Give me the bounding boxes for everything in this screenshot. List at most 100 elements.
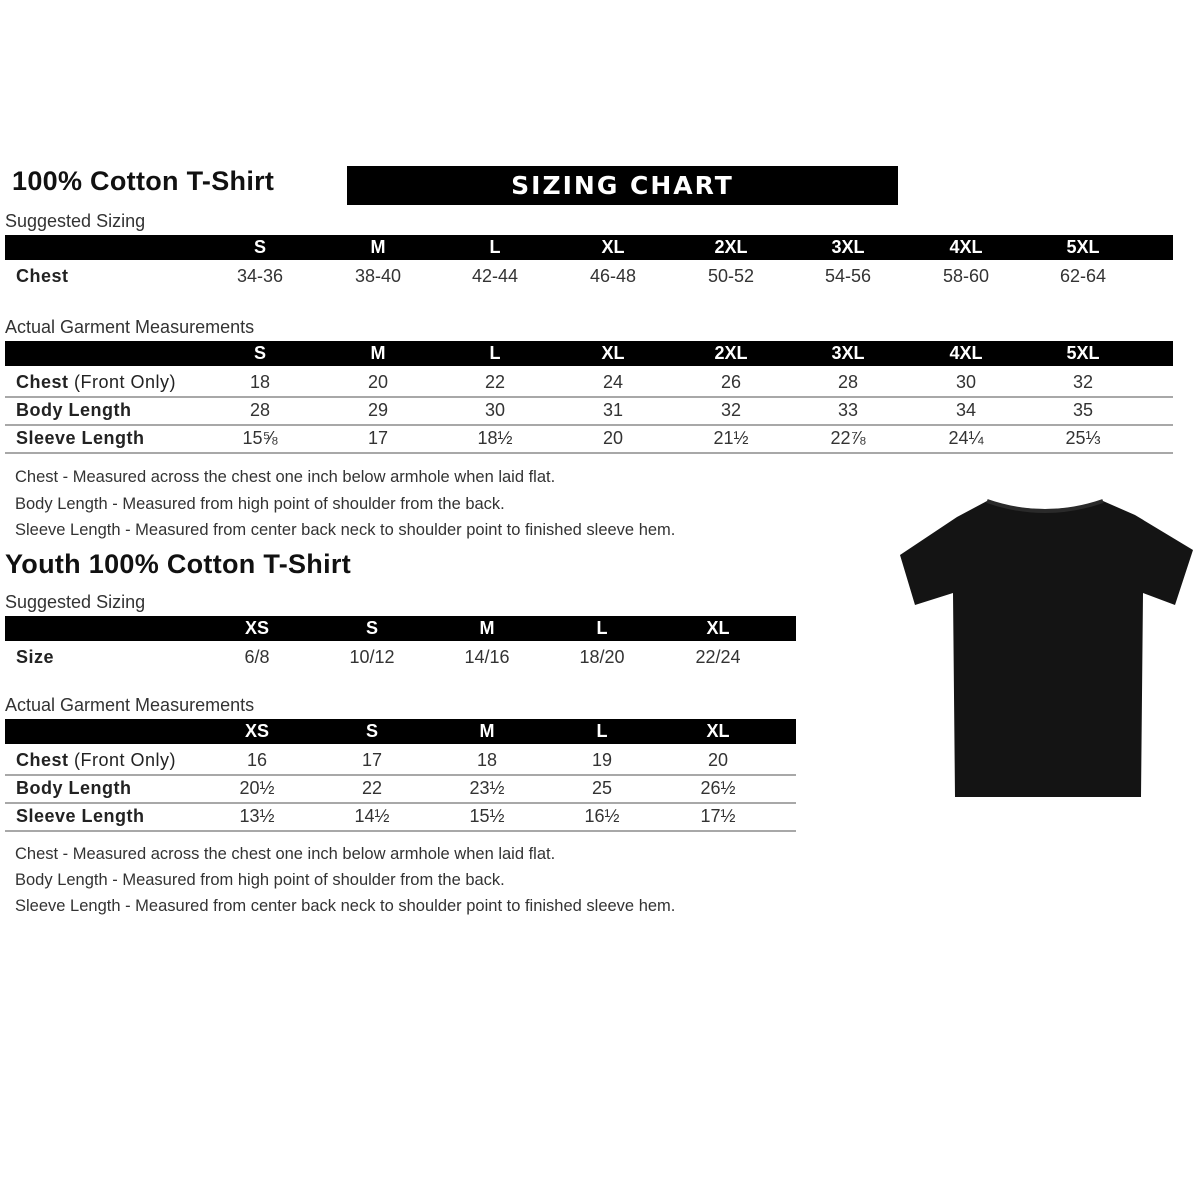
table-row: Sleeve Length 15⅝ 17 18½ 20 21½ 22⅞ 24¼ 25⅓ (5, 424, 1173, 454)
table-cell: 25 (591, 778, 613, 798)
table-cell: 18/20 (579, 647, 625, 667)
row-label-note: (Front Only) (74, 372, 177, 392)
size-header-s: S (365, 618, 378, 638)
table-row: Chest (Front Only) 16 17 18 19 20 (5, 746, 796, 776)
table-cell: 23½ (469, 778, 505, 798)
size-header-xl: XL (601, 237, 625, 257)
row-label-text: Sleeve Length (16, 806, 145, 826)
size-header-s: S (365, 721, 378, 741)
table-cell: 19 (591, 750, 613, 770)
row-label-text: Size (16, 647, 55, 667)
adult-title: 100% Cotton T-Shirt (12, 166, 275, 196)
size-header-xl: XL (601, 343, 625, 363)
table-cell: 25⅓ (1065, 428, 1101, 448)
table-cell: 21½ (713, 428, 749, 448)
table-cell: 22 (361, 778, 383, 798)
size-header-s: S (253, 237, 266, 257)
table-cell: 28 (837, 372, 859, 392)
size-header-xs: XS (244, 721, 269, 741)
size-header-m: M (479, 721, 495, 741)
size-header-4xl: 4XL (949, 237, 983, 257)
size-header-2xl: 2XL (714, 343, 748, 363)
table-cell: 20½ (239, 778, 275, 798)
table-row: Sleeve Length 13½ 14½ 15½ 16½ 17½ (5, 802, 796, 832)
table-cell: 15⅝ (242, 428, 278, 448)
size-header-m: M (479, 618, 495, 638)
table-cell: 15½ (469, 806, 505, 826)
row-label-text: Body Length (16, 778, 132, 798)
row-label-text: Body Length (16, 400, 132, 420)
t-shirt-icon (900, 499, 1193, 797)
youth-note-chest: Chest - Measured across the chest one in… (15, 845, 556, 863)
table-cell: 32 (720, 400, 742, 420)
size-header-m: M (370, 237, 386, 257)
table-cell: 26 (720, 372, 742, 392)
table-cell: 14½ (354, 806, 390, 826)
table-cell: 13½ (239, 806, 275, 826)
row-label: Body Length (16, 774, 132, 802)
row-label: Size (16, 643, 54, 671)
table-row: Body Length 20½ 22 23½ 25 26½ (5, 774, 796, 804)
row-label: Chest (16, 262, 69, 290)
row-label: Sleeve Length (16, 424, 145, 452)
table-cell: 34 (955, 400, 977, 420)
size-header-bar: XS S M L XL (5, 719, 796, 744)
size-header-3xl: 3XL (831, 237, 865, 257)
table-cell: 20 (367, 372, 389, 392)
table-cell: 62-64 (1059, 266, 1107, 286)
table-cell: 26½ (700, 778, 736, 798)
adult-suggested-label: Suggested Sizing (5, 211, 146, 231)
youth-note-body: Body Length - Measured from high point o… (15, 871, 505, 889)
table-cell: 24 (602, 372, 624, 392)
row-label: Chest (Front Only) (16, 368, 176, 396)
table-cell: 38-40 (354, 266, 402, 286)
size-header-bar: S M L XL 2XL 3XL 4XL 5XL (5, 341, 1173, 366)
youth-note-sleeve: Sleeve Length - Measured from center bac… (15, 897, 676, 915)
table-cell: 20 (602, 428, 624, 448)
table-cell: 17 (367, 428, 389, 448)
row-label-text: Sleeve Length (16, 428, 145, 448)
table-cell: 42-44 (471, 266, 519, 286)
size-header-xl: XL (706, 618, 730, 638)
table-cell: 16 (246, 750, 268, 770)
table-cell: 22⅞ (830, 428, 866, 448)
size-header-bar: XS S M L XL (5, 616, 796, 641)
size-header-3xl: 3XL (831, 343, 865, 363)
row-label-text: Chest (16, 750, 69, 770)
table-cell: 34-36 (236, 266, 284, 286)
table-cell: 32 (1072, 372, 1094, 392)
row-label-text: Chest (16, 372, 69, 392)
size-header-l: L (596, 721, 608, 741)
table-cell: 33 (837, 400, 859, 420)
youth-title: Youth 100% Cotton T-Shirt (5, 549, 351, 579)
table-row: Chest 34-36 38-40 42-44 46-48 50-52 54-56 58-60… (5, 262, 1173, 290)
table-cell: 18½ (477, 428, 513, 448)
table-cell: 30 (955, 372, 977, 392)
youth-actual-label: Actual Garment Measurements (5, 695, 255, 715)
adult-note-sleeve: Sleeve Length - Measured from center bac… (15, 521, 676, 539)
row-label: Chest (Front Only) (16, 746, 176, 774)
table-cell: 20 (707, 750, 729, 770)
size-header-5xl: 5XL (1066, 343, 1100, 363)
table-cell: 16½ (584, 806, 620, 826)
table-cell: 29 (367, 400, 389, 420)
table-cell: 22/24 (695, 647, 741, 667)
sizing-chart-banner: SIZING CHART (347, 166, 898, 205)
table-cell: 28 (249, 400, 271, 420)
table-cell: 18 (476, 750, 498, 770)
table-row: Chest (Front Only) 18 20 22 24 26 28 30 32 (5, 368, 1173, 398)
row-label-note: (Front Only) (74, 750, 177, 770)
table-row: Body Length 28 29 30 31 32 33 34 35 (5, 396, 1173, 426)
adult-actual-table: S M L XL 2XL 3XL 4XL 5XL Chest (Front Only) 18 20 2… (5, 341, 1173, 454)
adult-note-body: Body Length - Measured from high point o… (15, 495, 505, 513)
table-row: Size 6/8 10/12 14/16 18/20 22/24 (5, 643, 796, 671)
size-header-4xl: 4XL (949, 343, 983, 363)
row-label: Sleeve Length (16, 802, 145, 830)
table-cell: 30 (484, 400, 506, 420)
table-cell: 22 (484, 372, 506, 392)
size-header-2xl: 2XL (714, 237, 748, 257)
table-cell: 35 (1072, 400, 1094, 420)
table-cell: 17½ (700, 806, 736, 826)
size-header-m: M (370, 343, 386, 363)
size-header-s: S (253, 343, 266, 363)
